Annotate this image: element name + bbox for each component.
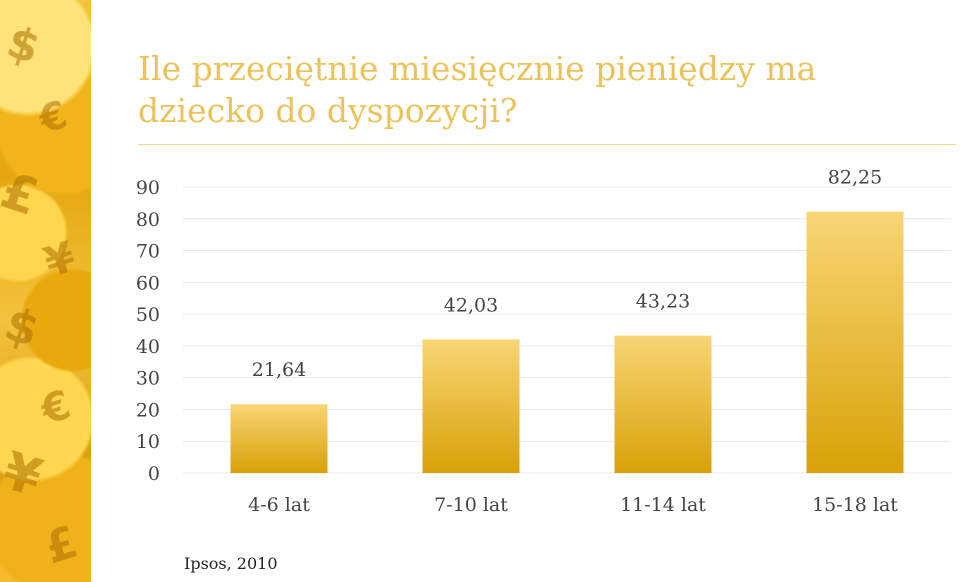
y-tick-label: 20 [136,399,160,421]
bar [806,211,904,473]
decorative-currency-panel: $ € £ ¥ $ € ¥ £ [0,0,91,582]
page-title: Ile przeciętnie miesięcznie pieniędzy ma… [138,49,817,130]
y-tick-label: 10 [136,431,160,453]
title-divider [138,144,956,145]
x-tick-label: 11-14 lat [620,494,706,516]
data-label: 43,23 [636,291,690,313]
y-tick-label: 70 [136,241,160,263]
data-label: 21,64 [252,359,306,381]
data-label: 82,25 [828,167,882,189]
x-tick-label: 15-18 lat [812,494,898,516]
y-tick-label: 40 [136,336,160,358]
bar [614,335,712,473]
y-tick-label: 30 [136,368,160,390]
source-note: Ipsos, 2010 [184,554,278,573]
y-tick-label: 60 [136,272,160,294]
y-tick-label: 90 [136,177,160,199]
y-tick-label: 50 [136,304,160,326]
data-label: 42,03 [444,294,498,316]
y-tick-label: 80 [136,209,160,231]
y-tick-label: 0 [148,463,160,485]
x-tick-label: 4-6 lat [248,494,310,516]
bar [230,404,328,473]
bar [422,339,520,473]
x-tick-label: 7-10 lat [434,494,508,516]
